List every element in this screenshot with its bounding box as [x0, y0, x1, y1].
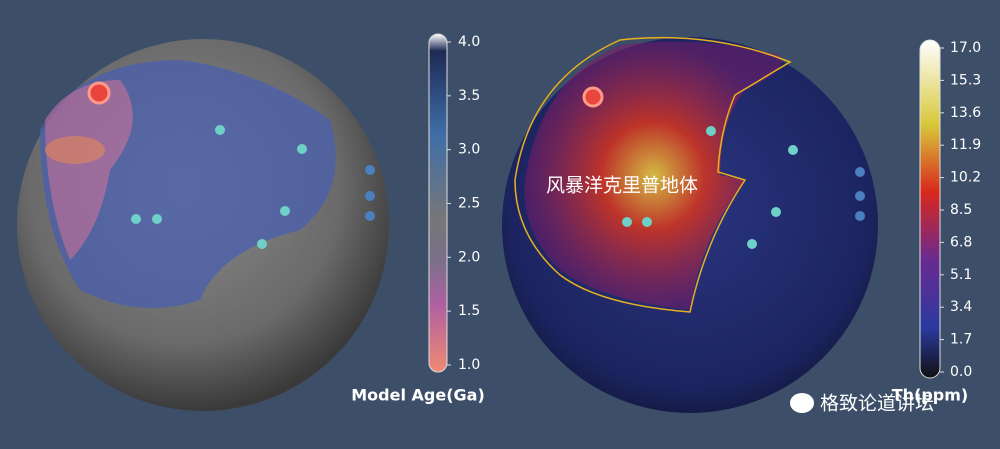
tick-label: 3.5: [458, 88, 480, 104]
watermark: 格致论道讲坛: [820, 393, 934, 415]
colorbar-title: Th(ppm): [892, 386, 969, 405]
tick-label: 1.5: [458, 303, 480, 319]
colorbar-right: [919, 39, 941, 379]
tick-label: 8.5: [950, 202, 972, 218]
tick-label: 11.9: [950, 137, 981, 153]
tick-label: 4.0: [458, 34, 480, 50]
tick-label: 2.5: [458, 196, 480, 212]
tick-label: 10.2: [950, 170, 981, 186]
tick-label: 5.1: [950, 267, 972, 283]
tick-label: 1.0: [458, 357, 480, 373]
tick-label: 0.0: [950, 364, 972, 380]
site-marker: [87, 81, 111, 105]
tick-label: 1.7: [950, 332, 972, 348]
age-overlay: [40, 60, 336, 308]
tick-label: 2.0: [458, 249, 480, 265]
tick-label: 13.6: [950, 105, 981, 121]
watermark-box: 格致论道讲坛: [790, 393, 934, 415]
colorbar-left: [428, 33, 448, 373]
annotation: 风暴洋克里普地体: [546, 175, 698, 197]
tick-label: 15.3: [950, 72, 981, 88]
th-overlay: [524, 41, 782, 311]
tick-label: 17.0: [950, 40, 981, 56]
site-marker: [582, 86, 604, 108]
tick-label: 6.8: [950, 234, 972, 250]
colorbar-title: Model Age(Ga): [351, 386, 485, 405]
tick-label: 3.4: [950, 299, 972, 315]
kreep-outline: [514, 36, 792, 313]
sample-points: [622, 126, 798, 249]
tick-label: 3.0: [458, 142, 480, 158]
sample-points: [131, 125, 307, 249]
